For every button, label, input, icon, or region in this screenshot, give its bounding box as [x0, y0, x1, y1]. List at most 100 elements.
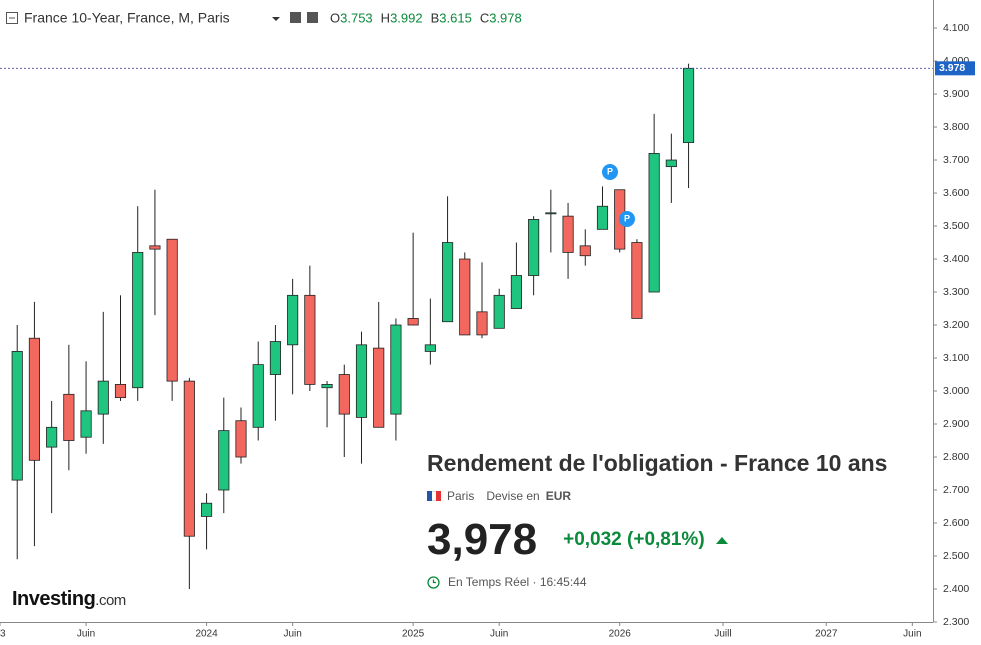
clock-icon: [427, 575, 440, 589]
currency: EUR: [545, 489, 572, 503]
ohlc-key: B: [431, 10, 440, 25]
candle-body: [528, 219, 540, 276]
y-tick-label: 3.000: [943, 385, 969, 397]
candle-body: [390, 324, 402, 415]
eye-icon[interactable]: [290, 12, 301, 23]
brand-suffix: .com: [95, 592, 126, 609]
candle-body: [510, 275, 522, 309]
flag: [427, 491, 442, 501]
candle-body: [682, 67, 695, 143]
y-tick-label: 3.800: [943, 121, 969, 133]
candle-body: [63, 393, 75, 441]
ohlc-value: 3.753: [340, 10, 373, 25]
change: +0,032 (+0,81%): [563, 529, 705, 550]
x-tick-label: Juin: [77, 629, 95, 640]
y-tick-label: 3.100: [943, 352, 969, 364]
x-tick-label: Juin: [283, 629, 301, 640]
candle-body: [321, 384, 333, 389]
candle-body: [28, 337, 40, 461]
candle-body: [442, 242, 454, 323]
candle-body: [80, 410, 92, 438]
realtime: En Temps Réel · 16:45:44: [448, 575, 587, 589]
candle-body: [665, 159, 677, 168]
dropdown-arrow[interactable]: [272, 17, 280, 21]
candle-body: [235, 420, 247, 458]
meta-row: Paris Devise en EUR: [427, 489, 887, 503]
x-tick-label: 2026: [609, 629, 632, 640]
y-tick-label: 3.300: [943, 286, 969, 298]
candle-body: [355, 344, 368, 418]
y-tick-label: 3.700: [943, 154, 969, 166]
marker-letter: P: [624, 213, 630, 223]
panel-title: Rendement de l'obligation - France 10 an…: [427, 450, 888, 476]
candle-body: [596, 205, 609, 230]
y-tick-label: 2.500: [943, 550, 969, 562]
y-tick-label: 2.600: [943, 517, 969, 529]
settings-icon[interactable]: [307, 12, 318, 23]
brand: Investing: [12, 588, 96, 610]
candle-body: [183, 380, 195, 537]
x-tick-label: Juin: [490, 629, 508, 640]
price-tag-label: 3.978: [939, 62, 965, 74]
event-marker: P P: [602, 164, 635, 227]
y-tick-label: 3.900: [943, 88, 969, 100]
ohlc-value: 3.615: [439, 10, 472, 25]
x-tick-label: 2027: [815, 629, 838, 640]
price: 3,978: [427, 515, 538, 564]
candle-body: [166, 238, 178, 382]
ohlc-key: C: [480, 10, 489, 25]
y-tick-label: 2.900: [943, 418, 969, 430]
marker-circle: [619, 211, 635, 227]
y-tick-label: 4.100: [943, 22, 969, 34]
price-tag: [935, 61, 975, 76]
chart-title[interactable]: France 10-Year, France, M, Paris: [24, 10, 230, 26]
candle-body: [304, 294, 316, 385]
candle-body: [252, 364, 264, 428]
candle-body: [269, 341, 281, 375]
candle-body: [46, 426, 58, 448]
y-tick-label: 2.800: [943, 451, 969, 463]
candle-body: [287, 294, 299, 346]
candle-body: [132, 252, 144, 389]
candle-body: [631, 242, 643, 319]
info-panel: Rendement de l'obligation - France 10 an…: [427, 450, 887, 589]
candle-body: [407, 318, 419, 326]
y-tick-label: 3.400: [943, 253, 969, 265]
ohlc-value: 3.992: [390, 10, 423, 25]
marker-circle: [602, 164, 618, 180]
marker-letter: P: [607, 166, 613, 176]
candle-body: [562, 215, 574, 253]
candle-body: [424, 344, 436, 352]
collapse-icon[interactable]: [6, 12, 18, 24]
exchange: Paris: [447, 489, 475, 503]
y-tick-label: 2.300: [943, 616, 969, 628]
logo: Investing.com: [12, 588, 126, 611]
candle-body: [201, 502, 213, 517]
candle-body: [648, 153, 660, 293]
candle-body: [114, 384, 127, 399]
x-tick-label: 2024: [195, 629, 218, 640]
y-tick-label: 3.200: [943, 319, 969, 331]
candle-body: [218, 430, 230, 491]
candle-body: [338, 374, 350, 415]
candle-body: [476, 311, 488, 336]
y-tick-label: 4.000: [943, 55, 969, 67]
x-tick-label: 3: [0, 629, 6, 640]
candle-body: [149, 245, 161, 250]
x-tick-label: Juill: [714, 629, 731, 640]
plot: [0, 63, 933, 590]
y-tick-label: 2.700: [943, 484, 969, 496]
ohlc-key: H: [381, 10, 390, 25]
candle-body: [373, 347, 385, 428]
ohlc-legend: O 3.753 H 3.992 B 3.615 C 3.978: [330, 10, 522, 25]
x-tick-label: 2025: [402, 629, 425, 640]
y-tick-label: 2.400: [943, 583, 969, 595]
candle-body: [97, 380, 109, 415]
candle-body: [11, 351, 23, 481]
candle-body: [545, 212, 557, 215]
x-tick-label: Juin: [903, 629, 921, 640]
candle-body: [493, 294, 505, 329]
